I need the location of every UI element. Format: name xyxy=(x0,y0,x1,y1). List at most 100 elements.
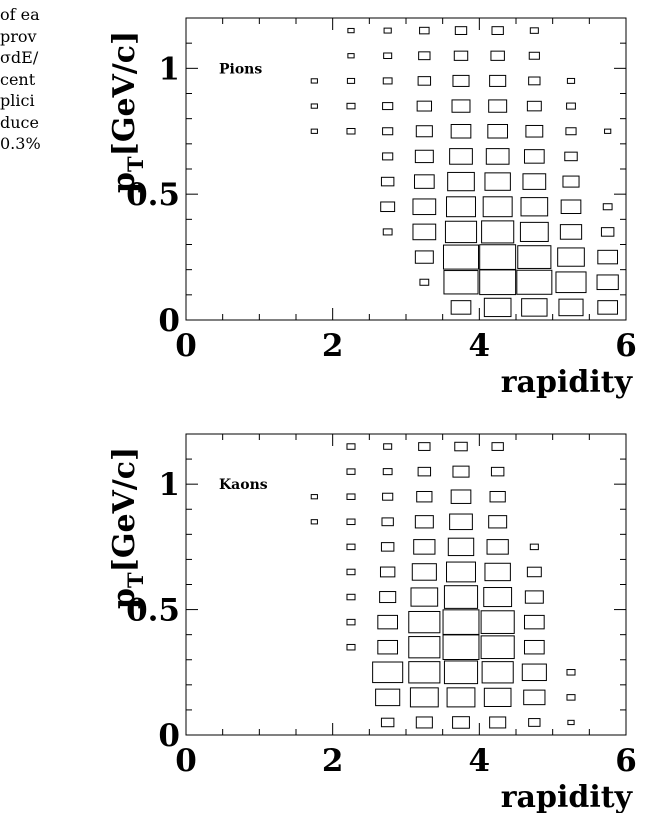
box-cell xyxy=(415,125,433,138)
box-cell xyxy=(346,443,356,450)
box-cell xyxy=(442,609,480,635)
y-axis-label-subscript: T xyxy=(123,156,148,172)
box-cell xyxy=(490,50,505,61)
box-cell xyxy=(453,50,469,61)
box-cell xyxy=(526,100,542,112)
x-axis-label: rapidity xyxy=(501,780,634,813)
box-cell xyxy=(383,443,393,450)
box-cell xyxy=(596,274,619,291)
box-cell xyxy=(442,634,480,660)
box-cell xyxy=(346,127,356,135)
box-cell xyxy=(597,300,619,315)
box-cell xyxy=(483,297,512,318)
box-cell xyxy=(417,466,432,477)
box-cell xyxy=(484,172,511,191)
box-cell xyxy=(382,492,394,501)
box-cell xyxy=(451,99,471,113)
box-cell xyxy=(310,128,318,134)
box-cell xyxy=(346,643,356,651)
box-cell xyxy=(523,639,545,655)
box-cell xyxy=(382,102,394,111)
box-cell xyxy=(486,539,509,555)
box-cell xyxy=(380,717,395,728)
box-cell xyxy=(491,26,504,35)
y-tick-label: 0 xyxy=(158,718,180,754)
panel-title: Pions xyxy=(219,61,262,77)
box-cell xyxy=(483,687,512,707)
box-cell xyxy=(419,26,430,35)
box-cell xyxy=(449,148,473,165)
box-cell xyxy=(490,466,505,477)
box-cell xyxy=(560,199,582,215)
y-axis-label-unit: [GeV/c] xyxy=(107,447,142,573)
box-cell xyxy=(310,519,318,525)
box-cell xyxy=(346,77,356,84)
box-cell xyxy=(419,278,430,286)
y-axis-label-main: p xyxy=(107,588,142,609)
box-cell xyxy=(566,102,576,110)
box-cell xyxy=(523,149,545,164)
box-cell xyxy=(602,203,613,211)
box-cell xyxy=(413,174,435,189)
box-cell xyxy=(382,228,393,236)
box-cell xyxy=(564,151,578,162)
text-line: duce xyxy=(0,113,39,132)
box-cell xyxy=(417,76,432,86)
box-cell xyxy=(383,27,392,34)
box-cell xyxy=(414,515,434,529)
box-cell xyxy=(380,176,395,187)
x-tick-label: 2 xyxy=(322,743,344,779)
box-cell xyxy=(372,661,404,684)
box-cell xyxy=(346,593,356,601)
box-cell xyxy=(454,441,468,452)
box-cell xyxy=(523,614,545,630)
box-cell xyxy=(517,245,552,269)
box-cell xyxy=(481,220,515,244)
box-cell xyxy=(487,123,509,139)
box-cell xyxy=(559,224,583,240)
x-tick-label: 0 xyxy=(175,743,197,779)
box-cell xyxy=(449,513,473,531)
box-cell xyxy=(416,490,433,503)
box-cell xyxy=(566,694,576,701)
box-cell xyxy=(604,128,612,134)
y-tick-label: 1 xyxy=(158,51,180,87)
box-cell xyxy=(479,244,517,270)
box-cell xyxy=(489,490,506,503)
box-cell xyxy=(408,610,441,634)
box-cell xyxy=(479,269,517,296)
box-cell xyxy=(528,76,541,86)
box-cell xyxy=(520,197,549,217)
box-cell xyxy=(446,196,476,218)
box-cell xyxy=(446,687,476,708)
box-cell xyxy=(414,149,434,164)
box-cell xyxy=(567,719,575,726)
box-cell xyxy=(410,587,439,607)
box-cell xyxy=(447,171,475,192)
box-cell xyxy=(375,688,401,707)
box-cell xyxy=(346,518,356,526)
box-cell xyxy=(597,249,619,265)
box-cell xyxy=(529,543,539,551)
x-tick-label: 0 xyxy=(175,328,197,364)
box-cell xyxy=(346,543,356,551)
box-cell xyxy=(452,74,470,87)
box-cell xyxy=(562,175,580,188)
box-cell xyxy=(454,26,468,35)
box-cell xyxy=(383,52,393,60)
box-cell xyxy=(377,639,399,655)
box-cell xyxy=(526,566,542,578)
box-cell xyxy=(565,127,577,136)
y-axis-label-main: p xyxy=(107,172,142,193)
box-cell xyxy=(310,494,318,500)
box-cell xyxy=(528,718,541,727)
box-cell xyxy=(555,271,587,294)
x-tick-label: 2 xyxy=(322,328,344,364)
box-cell xyxy=(347,53,355,59)
box-cell xyxy=(480,635,515,660)
box-cell xyxy=(529,27,539,34)
box-cell xyxy=(346,468,356,475)
text-line: prov xyxy=(0,27,37,46)
box-cell xyxy=(382,127,394,136)
